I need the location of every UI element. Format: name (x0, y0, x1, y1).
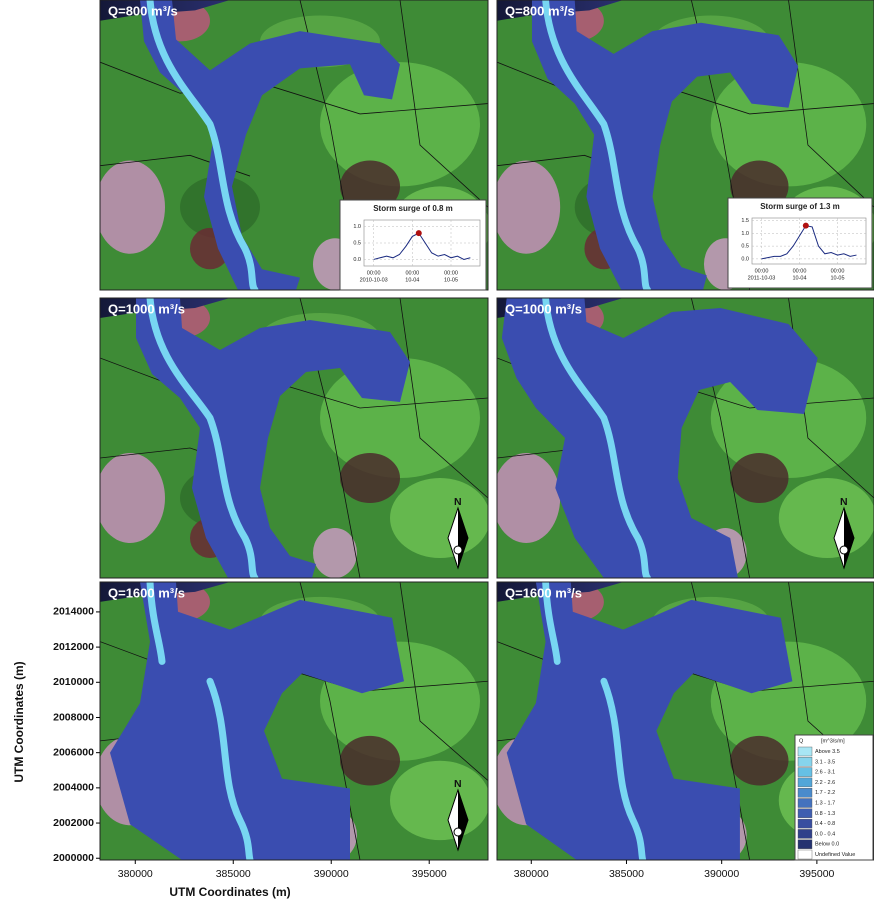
inset-x-label: 10-04 (792, 275, 806, 281)
legend-swatch (798, 809, 812, 818)
legend-label: 0.0 - 0.4 (815, 831, 835, 837)
legend-swatch (798, 778, 812, 787)
legend-swatch (798, 840, 812, 849)
legend-label: Above 3.5 (815, 749, 840, 755)
legend-swatch (798, 829, 812, 838)
surge-peak (803, 223, 809, 229)
inset-y-label: 0.0 (353, 257, 361, 263)
land-patch (492, 161, 560, 254)
legend-swatch (798, 747, 812, 756)
land-patch (779, 478, 874, 558)
legend-label: Undefined Value (815, 852, 855, 858)
panel-label: Q=800 m³/s (108, 3, 178, 18)
legend-label: 2.2 - 2.6 (815, 780, 835, 786)
y-tick-label: 2008000 (53, 711, 94, 723)
inset-x-label: 00:00 (367, 270, 381, 276)
legend-label: 1.3 - 1.7 (815, 800, 835, 806)
y-tick-label: 2006000 (53, 746, 94, 758)
y-tick-label: 2004000 (53, 782, 94, 794)
inset-y-label: 1.5 (741, 218, 749, 224)
legend-swatch (798, 819, 812, 828)
panel-label: Q=800 m³/s (505, 3, 575, 18)
legend-label: Below 0.0 (815, 842, 839, 848)
x-tick-label: 380000 (514, 868, 549, 880)
land-patch (95, 161, 165, 254)
surge-peak (416, 230, 422, 236)
inset-x-label: 00:00 (755, 268, 769, 274)
inset-x-label: 00:00 (793, 268, 807, 274)
north-dot (454, 546, 462, 554)
legend-swatch (798, 799, 812, 808)
legend-swatch (798, 768, 812, 777)
y-tick-label: 2010000 (53, 676, 94, 688)
y-tick-label: 2000000 (53, 852, 94, 864)
legend-label: 0.4 - 0.8 (815, 821, 835, 827)
land-patch (492, 453, 560, 543)
y-axis-title: UTM Coordinates (m) (12, 661, 26, 782)
land-patch (340, 453, 400, 503)
x-tick-label: 380000 (118, 868, 153, 880)
legend-label: 0.8 - 1.3 (815, 811, 835, 817)
inset-title: Storm surge of 0.8 m (373, 204, 453, 213)
north-dot (454, 828, 462, 836)
land-patch (313, 528, 357, 578)
x-tick-label: 385000 (216, 868, 251, 880)
north-label: N (840, 496, 848, 508)
legend-label: 3.1 - 3.5 (815, 759, 835, 765)
inset-x-label: 10-05 (830, 275, 844, 281)
land-patch (730, 453, 788, 503)
y-tick-label: 2014000 (53, 606, 94, 618)
legend-swatch (798, 850, 812, 859)
north-dot (840, 546, 848, 554)
x-tick-label: 390000 (314, 868, 349, 880)
map-panel (95, 582, 490, 860)
panel-label: Q=1600 m³/s (505, 585, 582, 600)
land-patch (390, 478, 490, 558)
inset-y-label: 0.5 (741, 244, 749, 250)
x-tick-label: 395000 (799, 868, 834, 880)
land-patch (390, 761, 490, 840)
y-tick-label: 2002000 (53, 817, 94, 829)
legend-header: Q (799, 738, 804, 744)
inset-y-label: 1.0 (353, 224, 361, 230)
land-patch (340, 736, 400, 786)
inset-x-label: 10-04 (405, 277, 419, 283)
x-tick-label: 395000 (412, 868, 447, 880)
figure: UTM Coordinates (m) UTM Coordinates (m) … (0, 0, 874, 903)
inset-y-label: 0.5 (353, 240, 361, 246)
inset-x-label: 00:00 (405, 270, 419, 276)
inset-y-label: 1.0 (741, 231, 749, 237)
x-tick-label: 385000 (609, 868, 644, 880)
legend-header: [m^3/s/m] (821, 738, 845, 744)
legend-label: 2.6 - 3.1 (815, 770, 835, 776)
land-patch (730, 736, 788, 786)
legend-label: 1.7 - 2.2 (815, 790, 835, 796)
inset-x-label: 00:00 (831, 268, 845, 274)
y-tick-label: 2012000 (53, 641, 94, 653)
x-axis-title: UTM Coordinates (m) (169, 885, 290, 899)
legend-swatch (798, 757, 812, 766)
inset-x-label: 00:00 (444, 270, 458, 276)
panel-label: Q=1600 m³/s (108, 585, 185, 600)
north-label: N (454, 778, 462, 790)
inset-y-label: 0.0 (741, 256, 749, 262)
map-panel (492, 298, 874, 578)
land-patch (320, 62, 480, 186)
inset-x-label: 2011-10-03 (748, 275, 776, 281)
legend-swatch (798, 788, 812, 797)
inset-x-label: 2010-10-03 (360, 277, 388, 283)
map-panel (95, 298, 490, 578)
x-tick-label: 390000 (704, 868, 739, 880)
land-patch (95, 453, 165, 543)
panel-label: Q=1000 m³/s (108, 301, 185, 316)
north-label: N (454, 496, 462, 508)
inset-title: Storm surge of 1.3 m (760, 202, 840, 211)
panel-label: Q=1000 m³/s (505, 301, 582, 316)
inset-x-label: 10-05 (444, 277, 458, 283)
